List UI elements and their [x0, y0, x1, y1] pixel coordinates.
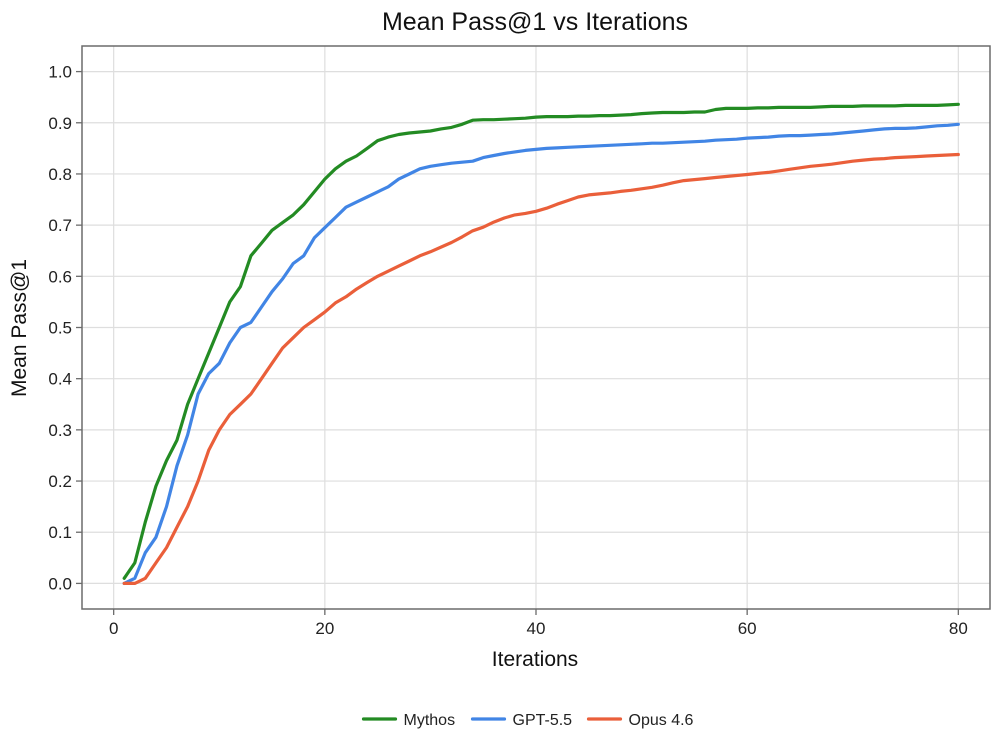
y-tick-label: 0.6 — [48, 267, 72, 286]
series-line-gpt-5-5 — [122, 122, 960, 586]
axis-ticks: 0 20 40 60 80 0.0 0.1 0.2 0.3 0.4 0.5 0.6 0.7 0.8 0.9 1… — [48, 63, 967, 638]
x-tick-label: 80 — [949, 619, 968, 638]
y-tick-label: 0.0 — [48, 574, 72, 593]
chart-title: Mean Pass@1 vs Iterations — [382, 8, 688, 36]
y-tick-label: 0.1 — [48, 523, 72, 542]
grid-lines — [82, 46, 990, 609]
x-tick-label: 0 — [109, 619, 118, 638]
y-tick-label: 0.8 — [48, 165, 72, 184]
x-tick-label: 40 — [527, 619, 546, 638]
y-tick-label: 1.0 — [48, 63, 72, 82]
series-line-mythos — [122, 102, 960, 580]
x-axis-label: Iterations — [492, 648, 578, 671]
series-lines — [122, 102, 960, 586]
legend-label: GPT-5.5 — [513, 712, 573, 729]
y-tick-label: 0.9 — [48, 114, 72, 133]
y-tick-label: 0.7 — [48, 216, 72, 235]
x-tick-label: 60 — [738, 619, 757, 638]
y-tick-label: 0.4 — [48, 370, 72, 389]
legend: Mythos GPT-5.5 Opus 4.6 — [361, 712, 694, 729]
legend-item-opus-4-6: Opus 4.6 — [586, 712, 694, 729]
legend-item-mythos: Mythos — [361, 712, 456, 729]
y-tick-label: 0.5 — [48, 319, 72, 338]
x-tick-label: 20 — [315, 619, 334, 638]
legend-item-gpt-5-5: GPT-5.5 — [470, 712, 573, 729]
series-line-opus-4-6 — [122, 152, 960, 586]
y-tick-label: 0.2 — [48, 472, 72, 491]
y-tick-label: 0.3 — [48, 421, 72, 440]
legend-label: Mythos — [404, 712, 456, 729]
y-axis-label: Mean Pass@1 — [8, 259, 31, 397]
legend-label: Opus 4.6 — [629, 712, 694, 729]
